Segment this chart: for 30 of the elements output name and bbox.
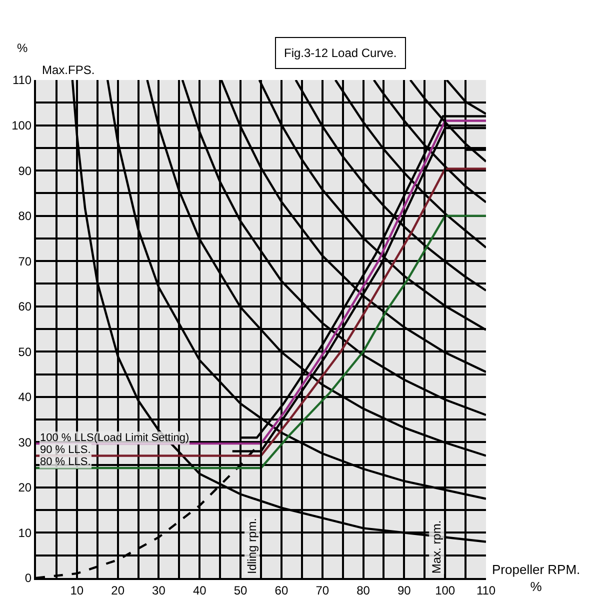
x-tick-label: 100 <box>435 583 456 598</box>
x-tick-label: 40 <box>192 583 207 598</box>
x-tick-label: 60 <box>274 583 288 598</box>
x-tick-label: 80 <box>356 583 370 598</box>
y-tick-label: 70 <box>18 254 32 268</box>
y-axis-title: % <box>17 41 28 55</box>
y-tick-label: 100 <box>12 118 32 132</box>
y-tick-label: 110 <box>12 73 32 88</box>
series-label: 90 % LLS. <box>40 444 91 456</box>
x-tick-label: 30 <box>152 583 166 598</box>
x-tick-label: 50 <box>234 583 248 598</box>
text: Max.FPS. <box>42 63 95 77</box>
y-tick-label: 20 <box>18 480 32 495</box>
y-tick-label: 10 <box>18 526 32 540</box>
chart-title: Fig.3-12 Load Curve. <box>284 46 397 60</box>
series-label: 100 % LLS(Load Limit Setting) <box>40 432 190 444</box>
y-tick-label: 40 <box>18 390 32 404</box>
y-tick-label: 90 <box>18 164 32 178</box>
x-tick-label: 70 <box>316 583 330 598</box>
x-tick-label: 20 <box>111 583 125 598</box>
x-tick-label: 90 <box>398 583 412 598</box>
series-label: 80 % LLS. <box>40 456 91 468</box>
y-tick-label: 60 <box>18 300 32 314</box>
y-tick-label: 80 <box>18 209 32 224</box>
y-tick-label: 50 <box>18 344 32 359</box>
ref-line-label: Max. rpm. <box>430 520 444 574</box>
ref-line-label: Idling rpm. <box>245 518 259 574</box>
x-tick-label: 10 <box>70 583 84 598</box>
y-tick-label: 0 <box>24 571 32 586</box>
y-tick-label: 30 <box>18 435 32 450</box>
